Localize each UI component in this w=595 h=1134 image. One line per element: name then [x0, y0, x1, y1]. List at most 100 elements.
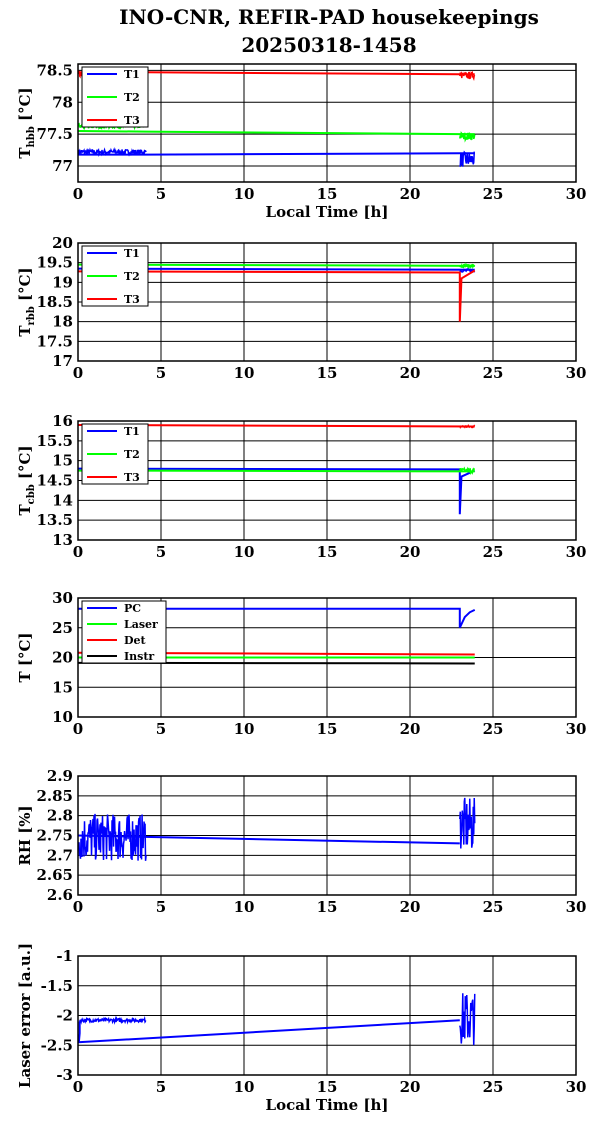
series-pc [78, 607, 476, 629]
y-tick-label: 2.7 [47, 846, 73, 864]
series-1 [78, 797, 476, 861]
x-tick-label: 20 [400, 543, 421, 561]
y-tick-label: -1.5 [41, 977, 73, 995]
x-tick-label: 5 [156, 543, 166, 561]
series-t1 [78, 147, 475, 168]
x-tick-label: 15 [317, 1078, 338, 1096]
plot-frame [77, 597, 577, 718]
series-line [78, 1021, 81, 1043]
plot-frame [77, 242, 577, 362]
series-line [78, 467, 476, 515]
y-tick-label: 15.5 [36, 432, 73, 450]
x-tick-label: 25 [483, 364, 504, 382]
series-line [78, 269, 476, 322]
series-noise [459, 131, 476, 143]
y-tick-label: 17.5 [36, 332, 73, 350]
x-tick-label: 20 [400, 720, 421, 738]
y-tick-label: 14.5 [36, 472, 73, 490]
y-tick-label: 18.5 [36, 293, 73, 311]
x-tick-label: 25 [483, 543, 504, 561]
x-tick-label: 30 [566, 1078, 587, 1096]
x-tick-label: 0 [73, 1078, 83, 1096]
legend: T1 T2 T3 [81, 66, 149, 128]
x-tick-label: 10 [234, 898, 255, 916]
legend-label-t1: T1 [124, 247, 140, 260]
x-tick-label: 15 [317, 898, 338, 916]
x-tick-label: 0 [73, 185, 83, 203]
legend-label-t2: T2 [124, 270, 140, 283]
x-tick-label: 15 [317, 364, 338, 382]
figure-title-line2: 20250318-1458 [241, 33, 416, 57]
x-tick-label: 10 [234, 720, 255, 738]
y-tick-label: -2 [56, 1007, 73, 1025]
x-tick-label: 25 [483, 1078, 504, 1096]
x-tick-label: 15 [317, 720, 338, 738]
y-tick-label: 19.5 [36, 254, 73, 272]
y-tick-label: 77 [52, 157, 73, 175]
y-tick-label: 10 [52, 708, 73, 726]
plot-frame [77, 955, 577, 1076]
legend: T1 T2 T3 [81, 245, 149, 307]
x-tick-label: 10 [234, 1078, 255, 1096]
y-tick-label: 78.5 [36, 61, 73, 79]
x-tick-label: 10 [234, 364, 255, 382]
y-tick-label: 2.6 [47, 886, 73, 904]
x-tick-label: 25 [483, 898, 504, 916]
plot-frame [77, 420, 577, 541]
y-tick-label: 20 [52, 234, 73, 252]
series-noise [459, 423, 476, 430]
x-tick-label: 10 [234, 543, 255, 561]
series-line [78, 1019, 460, 1044]
y-tick-label: 77.5 [36, 125, 73, 143]
x-tick-label: 0 [73, 720, 83, 738]
x-tick-label: 30 [566, 898, 587, 916]
x-tick-label: 15 [317, 185, 338, 203]
y-tick-label: 15 [52, 678, 73, 696]
y-tick-label: 18 [52, 313, 73, 331]
x-tick-label: 5 [156, 364, 166, 382]
series-line [78, 152, 475, 156]
y-tick-label: 25 [52, 619, 73, 637]
series-1 [78, 993, 476, 1046]
figure-title-line1: INO-CNR, REFIR-PAD housekeepings [119, 5, 539, 29]
x-tick-label: 5 [156, 720, 166, 738]
y-tick-label: 2.65 [36, 866, 73, 884]
y-axis-label: Thbb [°C] [16, 87, 37, 158]
series-noise [78, 147, 147, 158]
legend-label-t1: T1 [124, 425, 140, 438]
y-tick-label: 2.9 [47, 767, 73, 785]
y-tick-label: -3 [56, 1066, 73, 1084]
panels: 0 5 10 15 20 25 30 77 77.5 78 78.5 Local Time [h] Th… [16, 61, 586, 1114]
panel-6: 0 5 10 15 20 25 30 -3 -2.5 -2 -1.5 -1 Local Time [h]… [16, 943, 586, 1114]
y-axis-label: Trbb [°C] [16, 267, 37, 336]
x-tick-label: 25 [483, 720, 504, 738]
x-tick-label: 0 [73, 543, 83, 561]
legend-label-det: Det [124, 634, 147, 647]
y-tick-label: -1 [56, 947, 73, 965]
y-tick-label: 13 [52, 531, 73, 549]
series-noise [459, 262, 476, 270]
series-noise [459, 70, 476, 81]
y-tick-label: 17 [52, 352, 73, 370]
series-noise [459, 466, 475, 476]
x-axis-label: Local Time [h] [266, 1096, 389, 1114]
y-tick-label: 19 [52, 273, 73, 291]
y-tick-label: 2.75 [36, 827, 73, 845]
legend: PC Laser Det Instr [81, 600, 167, 664]
x-tick-label: 30 [566, 720, 587, 738]
series-2 [78, 1021, 81, 1043]
legend-label-instr: Instr [124, 650, 154, 663]
series-noise [78, 813, 147, 861]
legend: T1 T2 T3 [81, 423, 149, 485]
series-noise [459, 267, 475, 274]
legend-label-t3: T3 [124, 471, 140, 484]
y-tick-label: 20 [52, 649, 73, 667]
panel-4: 0 5 10 15 20 25 30 10 15 20 25 30 T [°C] PC Laser Det In… [16, 589, 586, 738]
series-noise [459, 993, 476, 1046]
x-tick-label: 25 [483, 185, 504, 203]
x-tick-label: 0 [73, 898, 83, 916]
legend-label-laser: Laser [124, 618, 158, 631]
x-tick-label: 20 [400, 898, 421, 916]
